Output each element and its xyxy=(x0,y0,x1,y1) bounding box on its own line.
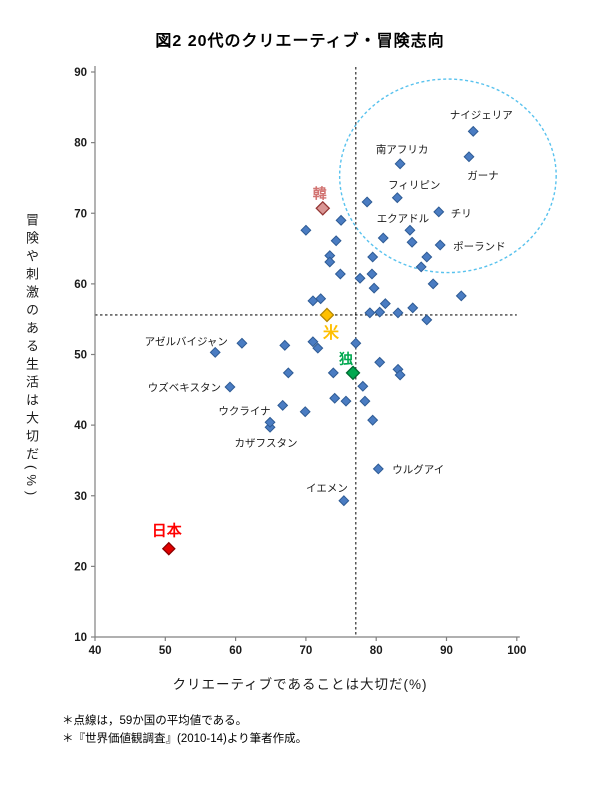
data-point-marker xyxy=(330,235,342,247)
footnote-dashed-lines: ＊点線は，59か国の平均値である。 xyxy=(62,715,248,727)
country-label: ウルグアイ xyxy=(392,463,444,476)
y-tick-label: 50 xyxy=(74,350,87,362)
data-point-marker xyxy=(279,339,291,351)
y-tick-label: 70 xyxy=(74,208,87,220)
data-point-marker xyxy=(224,381,236,393)
data-point-marker xyxy=(357,380,369,392)
country-label: ウズベキスタン xyxy=(148,381,221,394)
data-point-marker xyxy=(335,214,347,226)
chart-title: 図2 20代のクリエーティブ・冒険志向 xyxy=(155,33,445,50)
data-point-marker xyxy=(329,392,341,404)
data-point-marker xyxy=(338,495,350,507)
data-point-marker xyxy=(372,463,384,475)
highlight-country-label: 独 xyxy=(339,351,353,367)
data-point-marker xyxy=(366,268,378,280)
data-point-marker xyxy=(364,307,376,319)
highlight-point-marker xyxy=(315,200,331,216)
data-point-marker xyxy=(361,196,373,208)
data-point-marker xyxy=(394,158,406,170)
y-tick-label: 20 xyxy=(74,561,87,573)
data-point-marker xyxy=(264,416,276,428)
data-point-marker xyxy=(282,367,294,379)
highlight-country-label: 日本 xyxy=(152,522,182,540)
data-point-marker xyxy=(463,151,475,163)
data-point-marker xyxy=(391,192,403,204)
data-point-marker xyxy=(433,206,445,218)
x-tick-label: 50 xyxy=(159,645,172,657)
data-point-marker xyxy=(327,367,339,379)
data-point-marker xyxy=(434,239,446,251)
country-label: イエメン xyxy=(306,483,348,495)
x-tick-label: 60 xyxy=(229,645,242,657)
data-point-marker xyxy=(340,395,352,407)
data-point-marker xyxy=(415,261,427,273)
data-point-marker xyxy=(394,369,406,381)
data-point-marker xyxy=(377,232,389,244)
data-point-marker xyxy=(427,278,439,290)
country-label: ナイジェリア xyxy=(450,109,513,121)
data-point-marker xyxy=(421,314,433,326)
y-tick-label: 40 xyxy=(74,420,87,432)
y-axis-title: 冒険や刺激のある生活は大切だ(%) xyxy=(24,213,39,501)
y-tick-label: 80 xyxy=(74,138,87,150)
scatter-plot: 40 50 60 70 80 90 100 10 20 30 40 50 60 70 80 90 ナイジェリアガ… xyxy=(74,66,557,657)
country-label: アゼルバイジャン xyxy=(145,336,228,348)
data-point-marker xyxy=(315,293,327,305)
data-point-marker xyxy=(209,346,221,358)
data-point-marker xyxy=(367,251,379,263)
country-label: ウクライナ xyxy=(218,405,270,417)
data-point-marker xyxy=(467,125,479,137)
x-tick-label: 80 xyxy=(370,645,383,657)
data-point-marker xyxy=(367,414,379,426)
x-tick-label: 40 xyxy=(89,645,102,657)
data-point-marker xyxy=(368,282,380,294)
country-label: エクアドル xyxy=(377,213,430,225)
y-tick-label: 60 xyxy=(74,279,87,291)
data-point-marker xyxy=(324,256,336,268)
data-point-marker xyxy=(334,268,346,280)
footnote-source: ＊『世界価値観調査』(2010-14)より筆者作成。 xyxy=(62,733,308,745)
x-tick-label: 90 xyxy=(440,645,453,657)
data-point-marker xyxy=(421,251,433,263)
country-label: ポーランド xyxy=(453,241,506,253)
data-point-marker xyxy=(407,302,419,314)
data-point-marker xyxy=(354,272,366,284)
country-label: カザフスタン xyxy=(235,437,298,449)
data-point-marker xyxy=(236,337,248,349)
data-point-marker xyxy=(307,336,319,348)
data-point-marker xyxy=(359,395,371,407)
highlight-ellipse xyxy=(338,78,557,274)
x-tick-label: 100 xyxy=(507,645,526,657)
y-tick-label: 10 xyxy=(74,632,87,644)
data-point-marker xyxy=(277,399,289,411)
y-tick-label: 90 xyxy=(74,67,87,79)
data-point-marker xyxy=(374,306,386,318)
highlight-point-marker xyxy=(345,365,361,381)
highlight-point-marker xyxy=(161,541,176,556)
x-tick-label: 70 xyxy=(300,645,313,657)
data-point-marker xyxy=(379,298,391,310)
data-point-marker xyxy=(404,224,416,236)
highlight-point-marker xyxy=(319,307,335,323)
data-point-marker xyxy=(350,337,362,349)
country-label: ガーナ xyxy=(467,170,499,182)
country-label: 南アフリカ xyxy=(376,143,429,156)
data-point-marker xyxy=(392,307,404,319)
country-label: フィリピン xyxy=(388,180,440,192)
y-tick-label: 30 xyxy=(74,491,87,503)
data-point-marker xyxy=(406,236,418,248)
data-point-marker xyxy=(312,342,324,354)
data-point-marker xyxy=(300,224,312,236)
footnotes: ＊点線は，59か国の平均値である。 ＊『世界価値観調査』(2010-14)より筆… xyxy=(62,712,307,748)
country-label: チリ xyxy=(451,208,472,220)
data-point-marker xyxy=(455,290,467,302)
highlight-country-label: 韓 xyxy=(313,185,327,201)
data-point-marker xyxy=(307,295,319,307)
data-point-marker xyxy=(374,356,386,368)
x-axis-title: クリエーティブであることは大切だ(%) xyxy=(172,677,428,692)
data-point-marker xyxy=(299,406,311,418)
highlight-country-label: 米 xyxy=(323,323,340,342)
